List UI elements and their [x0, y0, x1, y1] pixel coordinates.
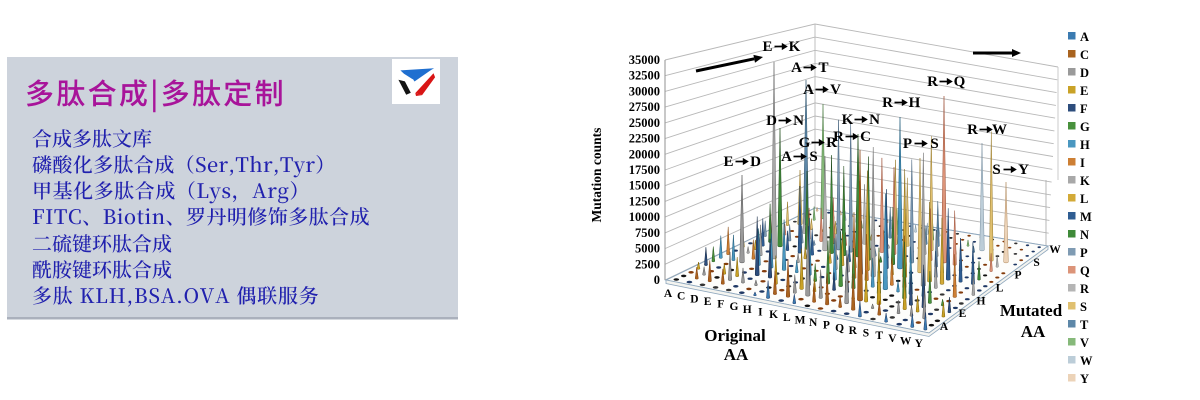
svg-text:Mutation counts: Mutation counts	[589, 128, 604, 223]
svg-text:K: K	[842, 112, 854, 128]
svg-text:Mutated: Mutated	[1000, 301, 1063, 320]
svg-text:I: I	[1080, 156, 1085, 170]
svg-text:R: R	[1080, 282, 1090, 296]
svg-text:H: H	[1080, 138, 1090, 152]
svg-text:F: F	[1080, 102, 1088, 116]
svg-text:Q: Q	[1080, 264, 1090, 278]
svg-text:L: L	[783, 312, 791, 324]
svg-text:Y: Y	[1080, 372, 1089, 386]
svg-text:AA: AA	[1021, 322, 1046, 341]
svg-text:7500: 7500	[635, 226, 660, 240]
svg-text:L: L	[996, 282, 1004, 294]
svg-text:N: N	[1080, 228, 1089, 242]
svg-text:K: K	[1080, 174, 1090, 188]
svg-text:D: D	[750, 154, 761, 170]
svg-text:G: G	[1080, 120, 1090, 134]
svg-text:10000: 10000	[629, 210, 660, 224]
svg-text:Original: Original	[704, 326, 766, 345]
svg-text:M: M	[1080, 210, 1092, 224]
svg-text:H: H	[977, 295, 986, 307]
svg-text:R: R	[927, 74, 938, 90]
svg-text:27500: 27500	[629, 100, 660, 114]
svg-text:S: S	[809, 149, 817, 165]
svg-text:W: W	[1080, 354, 1093, 368]
svg-text:T: T	[1080, 318, 1089, 332]
svg-text:17500: 17500	[629, 163, 660, 177]
svg-text:E: E	[762, 39, 772, 55]
svg-text:30000: 30000	[629, 84, 660, 98]
svg-text:M: M	[795, 314, 806, 326]
svg-text:C: C	[1080, 48, 1089, 62]
svg-text:Q: Q	[835, 322, 844, 334]
svg-text:E: E	[723, 154, 733, 170]
svg-text:Y: Y	[915, 338, 924, 350]
svg-text:E: E	[1080, 84, 1088, 98]
svg-text:V: V	[888, 333, 897, 345]
svg-text:H: H	[743, 304, 752, 316]
svg-text:W: W	[992, 122, 1007, 138]
svg-text:0: 0	[654, 273, 660, 287]
svg-text:2500: 2500	[635, 257, 660, 271]
svg-text:I: I	[758, 306, 763, 318]
svg-text:C: C	[860, 129, 871, 145]
svg-text:A: A	[664, 288, 673, 300]
svg-text:F: F	[717, 299, 724, 311]
svg-text:S: S	[1033, 257, 1039, 269]
svg-text:K: K	[789, 39, 801, 55]
svg-text:R: R	[882, 95, 893, 111]
svg-text:R: R	[967, 122, 978, 138]
svg-text:A: A	[781, 149, 792, 165]
svg-text:W: W	[900, 336, 912, 348]
svg-text:W: W	[1049, 244, 1061, 256]
svg-text:Q: Q	[954, 74, 966, 90]
svg-text:P: P	[903, 136, 912, 152]
svg-text:P: P	[823, 320, 830, 332]
svg-text:E: E	[704, 296, 712, 308]
svg-text:20000: 20000	[629, 147, 660, 161]
svg-text:35000: 35000	[629, 53, 660, 67]
svg-text:Y: Y	[1018, 162, 1029, 178]
svg-text:E: E	[959, 308, 967, 320]
svg-text:R: R	[849, 325, 858, 337]
svg-text:V: V	[1080, 336, 1089, 350]
svg-text:G: G	[799, 135, 811, 151]
svg-text:R: R	[833, 129, 844, 145]
svg-text:5000: 5000	[635, 242, 660, 256]
svg-text:N: N	[869, 112, 880, 128]
svg-text:N: N	[809, 317, 818, 329]
svg-text:15000: 15000	[629, 179, 660, 193]
svg-text:32500: 32500	[629, 69, 660, 83]
svg-text:S: S	[992, 162, 1000, 178]
svg-text:D: D	[766, 113, 777, 129]
svg-text:P: P	[1015, 270, 1022, 282]
svg-text:R: R	[826, 135, 837, 151]
svg-text:D: D	[690, 293, 698, 305]
svg-text:T: T	[875, 330, 883, 342]
svg-text:S: S	[930, 136, 938, 152]
svg-text:25000: 25000	[629, 116, 660, 130]
svg-text:12500: 12500	[629, 194, 660, 208]
svg-text:S: S	[1080, 300, 1087, 314]
svg-text:A: A	[803, 82, 814, 98]
svg-text:A: A	[1080, 30, 1089, 44]
svg-text:C: C	[677, 291, 685, 303]
svg-text:22500: 22500	[629, 132, 660, 146]
svg-text:D: D	[1080, 66, 1089, 80]
svg-text:H: H	[909, 95, 921, 111]
svg-text:A: A	[940, 321, 949, 333]
svg-text:G: G	[730, 301, 739, 313]
svg-text:P: P	[1080, 246, 1088, 260]
svg-text:V: V	[830, 82, 841, 98]
svg-text:N: N	[793, 113, 804, 129]
svg-text:K: K	[769, 309, 778, 321]
svg-text:T: T	[818, 60, 828, 76]
svg-text:S: S	[863, 328, 869, 340]
svg-text:A: A	[791, 60, 802, 76]
svg-text:AA: AA	[724, 345, 749, 364]
svg-text:L: L	[1080, 192, 1088, 206]
